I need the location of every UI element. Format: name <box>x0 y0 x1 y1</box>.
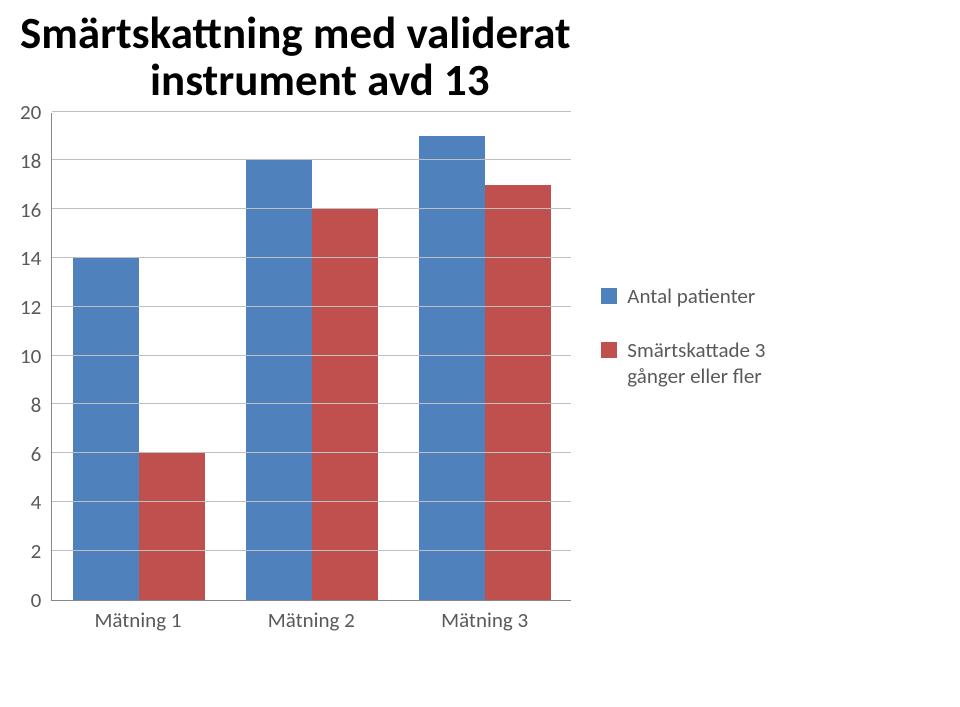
gridline <box>52 159 571 160</box>
bar <box>73 258 139 600</box>
bar-group <box>246 160 378 599</box>
y-tick: 2 <box>31 541 42 562</box>
gridline <box>52 111 571 112</box>
legend-label: Antal patienter <box>627 283 755 309</box>
title-block: Smärtskattning med validerat instrument … <box>20 10 940 105</box>
gridline <box>52 355 571 356</box>
y-tick: 4 <box>31 492 42 513</box>
plot-and-x: Mätning 1 Mätning 2 Mätning 3 <box>51 113 571 633</box>
legend-label: Smärtskattade 3 gånger eller fler <box>627 337 817 390</box>
legend-swatch <box>601 342 617 358</box>
legend: Antal patienter Smärtskattade 3 gånger el… <box>601 283 817 418</box>
y-tick: 14 <box>20 248 41 269</box>
y-tick: 10 <box>20 346 41 367</box>
y-tick: 16 <box>20 200 41 221</box>
bar-groups <box>52 113 571 600</box>
legend-item: Smärtskattade 3 gånger eller fler <box>601 337 817 390</box>
y-tick: 8 <box>31 395 42 416</box>
x-label: Mätning 3 <box>441 607 528 633</box>
slide: Smärtskattning med validerat instrument … <box>0 0 960 707</box>
y-tick: 0 <box>31 590 42 611</box>
gridline <box>52 208 571 209</box>
bar <box>246 160 312 599</box>
x-label: Mätning 1 <box>94 607 181 633</box>
title-line2: instrument avd 13 <box>20 57 940 104</box>
gridline <box>52 550 571 551</box>
bar-group <box>419 136 551 600</box>
bar <box>485 185 551 600</box>
y-tick: 18 <box>20 151 41 172</box>
gridline <box>52 501 571 502</box>
gridline <box>52 452 571 453</box>
chart-row: 20181614121086420 Mätning 1Mätning 2Mätn… <box>20 113 940 633</box>
plot-area <box>51 113 571 601</box>
gridline <box>52 403 571 404</box>
legend-item: Antal patienter <box>601 283 817 309</box>
y-tick: 6 <box>31 444 42 465</box>
y-tick: 12 <box>20 297 41 318</box>
x-axis: Mätning 1 Mätning 2 Mätning 3 <box>51 607 571 633</box>
chart: 20181614121086420 Mätning 1Mätning 2Mätn… <box>20 113 571 633</box>
bar-group <box>73 258 205 600</box>
gridline <box>52 257 571 258</box>
y-axis: 20181614121086420 <box>20 102 51 611</box>
x-label: Mätning 2 <box>268 607 355 633</box>
title-line1: Smärtskattning med validerat <box>20 10 940 57</box>
legend-swatch <box>601 288 617 304</box>
bar <box>139 453 205 599</box>
bar <box>419 136 485 600</box>
y-tick: 20 <box>20 102 41 123</box>
gridline <box>52 306 571 307</box>
